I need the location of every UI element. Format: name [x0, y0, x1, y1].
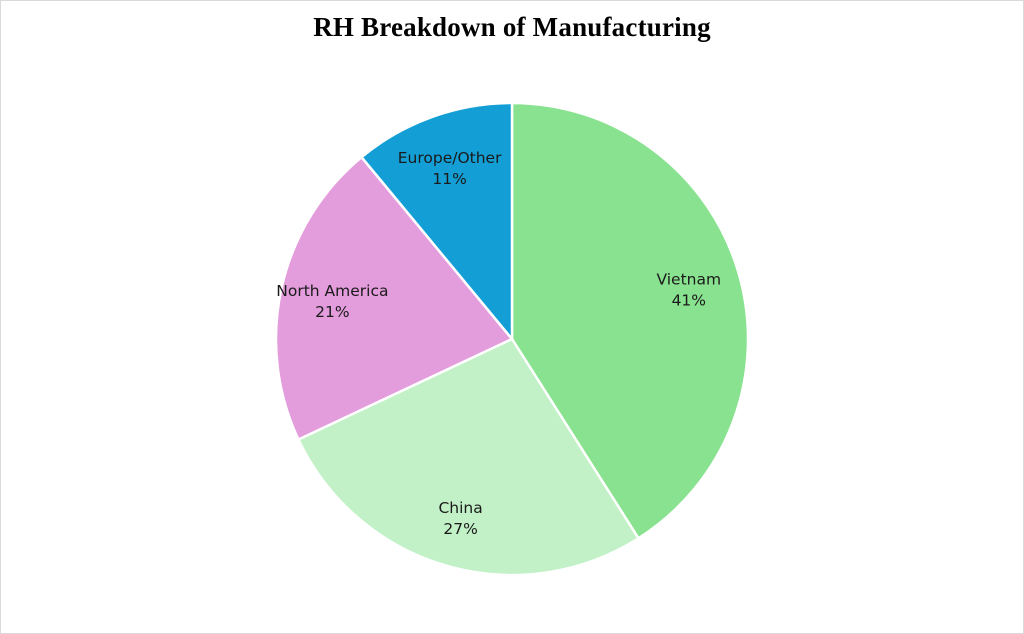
- slice-label-europe-other: Europe/Other: [398, 149, 502, 167]
- slice-percent-vietnam: 41%: [672, 292, 706, 310]
- pie-slice-china: [297, 337, 640, 577]
- slice-label-north-america: North America: [276, 282, 388, 300]
- pie-slice-north-america: [274, 155, 514, 441]
- pie-labels: Vietnam 41% China 27% North America 21% Europe…: [276, 149, 721, 538]
- slice-percent-north-america: 21%: [315, 303, 349, 321]
- pie-slices: [274, 101, 750, 577]
- pie-slice-europe-other: [360, 101, 514, 341]
- slice-percent-china: 27%: [443, 520, 477, 538]
- slice-percent-europe-other: 11%: [432, 170, 466, 188]
- slice-label-vietnam: Vietnam: [656, 271, 721, 289]
- slice-label-china: China: [438, 499, 482, 517]
- chart-title: RH Breakdown of Manufacturing: [313, 12, 711, 42]
- pie-slice-vietnam: [510, 101, 750, 540]
